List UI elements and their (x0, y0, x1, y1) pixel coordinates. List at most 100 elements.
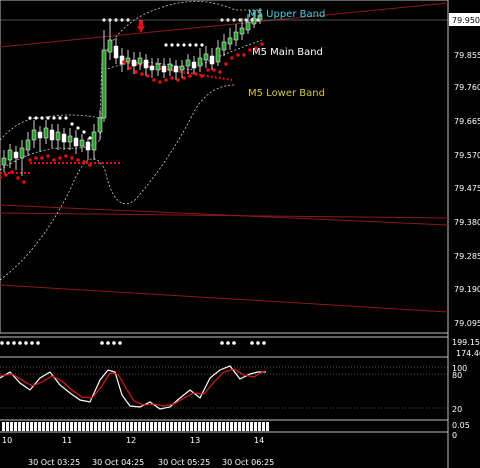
signal-dot (134, 70, 138, 74)
histogram-bar (102, 422, 105, 431)
signal-dot (182, 76, 186, 80)
histogram-bar (98, 422, 101, 431)
signal-dot (88, 163, 92, 167)
candle-body (85, 141, 91, 151)
sell-arrow-icon (137, 20, 145, 33)
panel-dot (18, 341, 22, 345)
histogram-bar (34, 422, 37, 431)
histogram-bar (158, 422, 161, 431)
histogram-bar (246, 422, 249, 431)
signal-dot (34, 156, 38, 160)
candle-body (119, 55, 125, 65)
fractal-dot (182, 43, 186, 47)
panel-dot (112, 341, 116, 345)
panel-dot (0, 341, 4, 345)
histogram-bar (70, 422, 73, 431)
bottom-panel-label-high: 0.05 (452, 421, 470, 430)
candle-body (19, 147, 25, 159)
candle-body (143, 59, 149, 69)
signal-dot (82, 160, 86, 164)
fractal-dot (88, 136, 92, 140)
fractal-dot (164, 43, 168, 47)
signal-dot (58, 156, 62, 160)
histogram-bar (234, 422, 237, 431)
histogram-bar (30, 422, 33, 431)
signal-dot (122, 60, 126, 64)
candlesticks (1, 8, 263, 176)
histogram-bar (110, 422, 113, 431)
panel-dot (256, 341, 260, 345)
dots-panel-top-label: 199.156 (452, 338, 480, 347)
candle-body (101, 49, 107, 119)
hour-label: 10 (2, 436, 12, 445)
stoch-level-20-label: 20 (452, 405, 462, 414)
candle-body (55, 131, 61, 141)
histogram-bar (130, 422, 133, 431)
dots-panel-bottom-label: 174.46 (456, 349, 480, 358)
histogram-bar (206, 422, 209, 431)
candle-body (215, 47, 221, 63)
stochastic-panel: 100 80 20 (0, 364, 467, 414)
hour-label: 11 (62, 436, 72, 445)
signal-dot (254, 46, 258, 50)
price-tick: 79.285 (454, 252, 480, 261)
current-price-label: 79.950 (452, 16, 480, 25)
histogram-bar (266, 422, 269, 431)
panel-dot (106, 341, 110, 345)
histogram-bar (154, 422, 157, 431)
signal-dot (0, 175, 2, 179)
panel-dot (100, 341, 104, 345)
signal-dot (236, 53, 240, 57)
signal-dot (224, 62, 228, 66)
candle-body (191, 61, 197, 69)
fractal-dot (200, 43, 204, 47)
histogram-bar (26, 422, 29, 431)
histogram-bar (166, 422, 169, 431)
candle-body (185, 59, 191, 67)
histogram-bar (142, 422, 145, 431)
panel-dot (24, 341, 28, 345)
candle-body (1, 157, 7, 166)
histogram-bar (226, 422, 229, 431)
histogram-bar (170, 422, 173, 431)
histogram-bar (262, 422, 265, 431)
upper-band-label: M5 Upper Band (248, 9, 325, 20)
stoch-level-100-label: 100 (452, 364, 467, 373)
histogram-bar (254, 422, 257, 431)
trend-line-middle-b (0, 212, 449, 219)
panel-dot (36, 341, 40, 345)
price-tick: 79.570 (454, 151, 480, 160)
histogram-bar (66, 422, 69, 431)
signal-dot (176, 78, 180, 82)
histogram-bar (194, 422, 197, 431)
fractal-dot (70, 122, 74, 126)
price-tick: 79.475 (454, 184, 480, 193)
histogram-bar (250, 422, 253, 431)
price-axis: 79.855 79.760 79.665 79.570 79.475 79.38… (454, 51, 480, 328)
histogram-bar (18, 422, 21, 431)
histogram-bar (106, 422, 109, 431)
fractal-dot (46, 116, 50, 120)
fractal-dot (52, 116, 56, 120)
candle-body (43, 127, 49, 139)
upper-band-line (0, 1, 262, 141)
signal-dot (152, 78, 156, 82)
candle-body (245, 21, 251, 31)
histogram-bar (14, 422, 17, 431)
histogram-bar (2, 422, 5, 431)
fractal-dot (176, 43, 180, 47)
histogram-bar (58, 422, 61, 431)
fractal-dot (34, 116, 38, 120)
candle-body (25, 139, 31, 151)
signal-dot (158, 80, 162, 84)
signal-dot (170, 76, 174, 80)
fractal-dot (170, 43, 174, 47)
signal-dot (40, 156, 44, 160)
histogram-bar (218, 422, 221, 431)
candle-body (227, 37, 233, 45)
date-label: 30 Oct 03:25 (28, 458, 80, 467)
histogram-bar (210, 422, 213, 431)
candle-body (97, 117, 103, 133)
candle-body (179, 65, 185, 71)
